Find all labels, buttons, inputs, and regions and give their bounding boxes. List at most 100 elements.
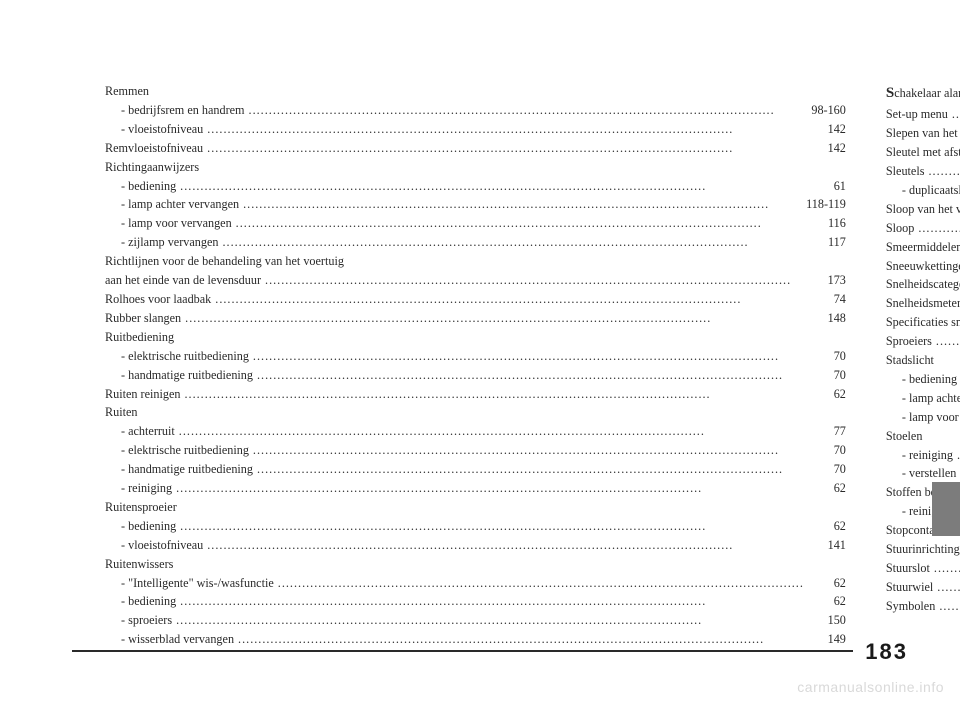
index-entry-leader <box>956 464 960 483</box>
index-entry-label: Ruitbediening <box>105 328 174 347</box>
footer-rule <box>72 650 908 652</box>
index-entry-label: - lamp voor vervangen <box>902 408 960 427</box>
index-entry-leader <box>930 559 960 578</box>
index-entry-label: Set-up menu <box>886 105 948 124</box>
index-entry: Sneeuwkettingen104 <box>886 257 960 276</box>
index-entry-page: 150 <box>808 611 846 630</box>
index-entry-label: - lamp voor vervangen <box>121 214 232 233</box>
index-entry: Symbolen7 <box>886 597 960 616</box>
index-entry-label: - bediening <box>121 592 176 611</box>
index-entry: Snelheidsmeter27 <box>886 294 960 313</box>
index-entry-label: - vloeistofniveau <box>121 120 203 139</box>
index-entry-label: - bediening <box>902 370 957 389</box>
index-entry-leader <box>211 290 808 309</box>
index-entry-leader <box>176 177 808 196</box>
index-entry: Stuurslot11 <box>886 559 960 578</box>
index-entry-label: Sleutel met afstandsbediening <box>886 143 960 162</box>
index-entry-label: - handmatige ruitbediening <box>121 460 253 479</box>
index-entry: - zijlamp vervangen117 <box>105 233 846 252</box>
index-entry-label: Sloop <box>886 219 914 238</box>
index-columns: Remmen- bedrijfsrem en handrem98-160- vl… <box>105 82 888 649</box>
index-entry-page: 70 <box>808 441 846 460</box>
index-entry: Richtingaanwijzers <box>105 158 846 177</box>
index-entry-label: - elektrische ruitbediening <box>121 347 249 366</box>
index-entry-label: Stuurslot <box>886 559 930 578</box>
index-entry-page: 117 <box>808 233 846 252</box>
index-entry: Smeermiddelen (specificaties)169-170 <box>886 238 960 257</box>
index-entry: Ruitbediening <box>105 328 846 347</box>
index-entry-label: - duplicaatsleutels <box>902 181 960 200</box>
index-entry: Sloop171 <box>886 219 960 238</box>
index-entry-leader <box>218 233 807 252</box>
index-entry: - sproeiers 150 <box>105 611 846 630</box>
index-entry: Ruitensproeier <box>105 498 846 517</box>
index-entry: Remvloeistofniveau142 <box>105 139 846 158</box>
index-entry-page: 70 <box>808 366 846 385</box>
index-entry-page: 62 <box>808 385 846 404</box>
index-entry-leader <box>176 592 808 611</box>
index-entry: Rolhoes voor laadbak 74 <box>105 290 846 309</box>
index-entry-leader <box>948 105 960 124</box>
index-entry-leader <box>203 139 808 158</box>
index-entry: - bediening 62 <box>105 592 846 611</box>
index-entry-page: 173 <box>808 271 846 290</box>
index-entry-leader <box>176 517 808 536</box>
index-entry: Set-up menu34 <box>886 105 960 124</box>
index-entry-page: 62 <box>808 517 846 536</box>
index-entry-page: 77 <box>808 422 846 441</box>
index-entry-page: 74 <box>808 290 846 309</box>
index-entry-page: 149 <box>808 630 846 649</box>
index-entry: - bediening61 <box>886 370 960 389</box>
index-entry-page: 62 <box>808 592 846 611</box>
index-entry-label: Symbolen <box>886 597 935 616</box>
index-entry-leader <box>935 597 960 616</box>
index-entry-leader <box>232 214 808 233</box>
index-entry: Ruiten reinigen62 <box>105 385 846 404</box>
index-entry: Schakelaar alarmknipperlichten63 <box>886 82 960 105</box>
index-entry-leader <box>234 630 808 649</box>
index-entry-label: - wisserblad vervangen <box>121 630 234 649</box>
index-entry: Sleutel met afstandsbediening8 <box>886 143 960 162</box>
index-entry-label: Richtlijnen voor de behandeling van het … <box>105 252 344 271</box>
index-entry: - lamp achter vervangen118-119 <box>105 195 846 214</box>
index-entry-label: Specificaties smeermiddelen <box>886 313 960 332</box>
index-entry-label: Sleutels <box>886 162 925 181</box>
index-entry: - duplicaatsleutels10 <box>886 181 960 200</box>
index-entry-label: Snelheidscategorie (banden) <box>886 275 960 294</box>
index-entry: Specificaties smeermiddelen169-170 <box>886 313 960 332</box>
index-entry-label: - elektrische ruitbediening <box>121 441 249 460</box>
index-entry: Snelheidscategorie (banden)162 <box>886 275 960 294</box>
index-entry-leader <box>172 611 808 630</box>
index-entry-page: 148 <box>808 309 846 328</box>
index-entry-label: Schakelaar alarmknipperlichten <box>886 82 960 105</box>
index-entry-page: 141 <box>808 536 846 555</box>
page-number: 183 <box>853 639 908 665</box>
index-entry: - bedrijfsrem en handrem98-160 <box>105 101 846 120</box>
index-entry-leader <box>249 441 808 460</box>
index-entry-label: Rolhoes voor laadbak <box>105 290 211 309</box>
index-entry-leader <box>175 422 808 441</box>
index-entry: - vloeistofniveau141 <box>105 536 846 555</box>
index-entry: - wisserblad vervangen 149 <box>105 630 846 649</box>
index-entry-leader <box>274 574 808 593</box>
index-entry: - handmatige ruitbediening70 <box>105 460 846 479</box>
index-entry: - reiniging62 <box>105 479 846 498</box>
index-entry-label: Stuurwiel <box>886 578 933 597</box>
index-entry: Sloop van het voertuig173 <box>886 200 960 219</box>
index-entry: aan het einde van de levensduur173 <box>105 271 846 290</box>
index-entry-leader <box>914 219 960 238</box>
index-entry-leader <box>239 195 800 214</box>
index-entry: Stoelen <box>886 427 960 446</box>
index-entry-label: - bediening <box>121 177 176 196</box>
index-entry: - bediening61 <box>105 177 846 196</box>
index-entry-label: - sproeiers <box>121 611 172 630</box>
index-entry: Rubber slangen148 <box>105 309 846 328</box>
index-entry-leader <box>933 578 960 597</box>
index-entry-label: Snelheidsmeter <box>886 294 960 313</box>
index-entry: - "Intelligente" wis-/wasfunctie62 <box>105 574 846 593</box>
index-entry-page: 62 <box>808 574 846 593</box>
index-entry: Sleutels7 <box>886 162 960 181</box>
index-entry-label: Stoelen <box>886 427 923 446</box>
index-entry-page: 142 <box>808 139 846 158</box>
index-entry-label: - bediening <box>121 517 176 536</box>
